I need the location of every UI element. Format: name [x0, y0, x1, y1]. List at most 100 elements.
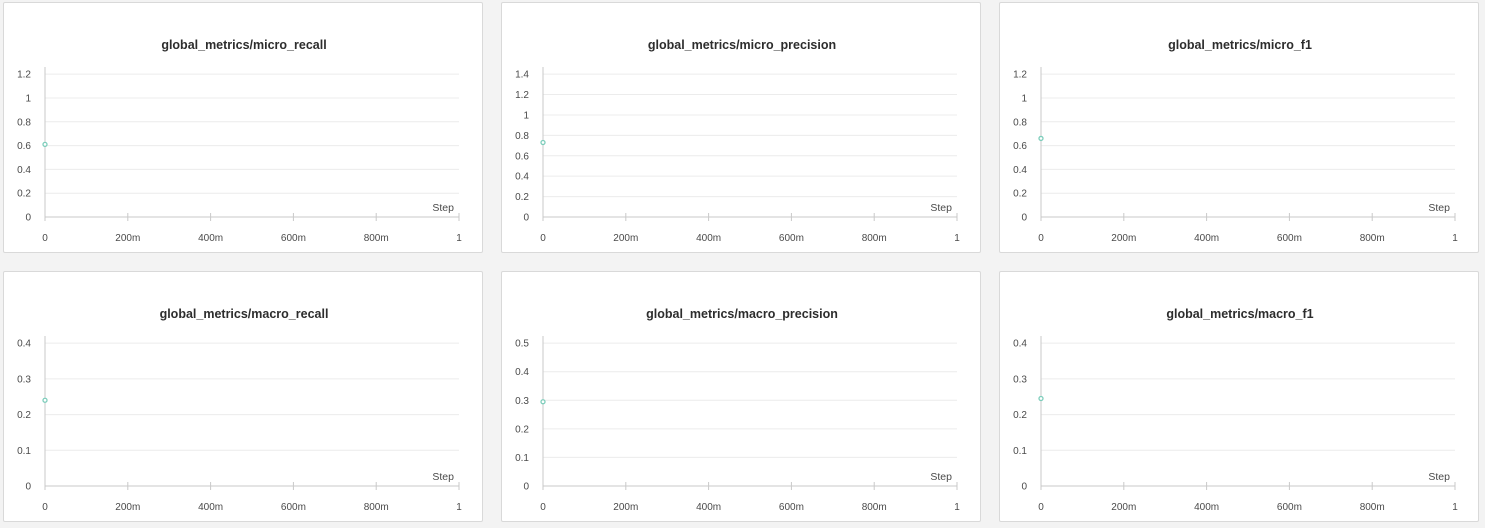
x-tick-label: 400m [696, 233, 721, 244]
x-tick-label: 800m [862, 233, 887, 244]
y-tick-label: 1 [1021, 93, 1027, 104]
x-tick-label: 200m [1111, 502, 1136, 513]
x-tick-label: 0 [1038, 233, 1044, 244]
y-tick-label: 1 [523, 110, 529, 121]
y-tick-label: 1.2 [1013, 70, 1027, 81]
x-axis-label: Step [432, 471, 454, 483]
chart-title: global_metrics/micro_f1 [1168, 38, 1312, 52]
x-tick-label: 0 [42, 233, 48, 244]
x-tick-label: 1 [456, 233, 462, 244]
data-point[interactable] [42, 397, 48, 403]
chart-title: global_metrics/macro_recall [160, 307, 329, 321]
y-tick-label: 0.2 [1013, 189, 1027, 200]
y-tick-label: 0.6 [1013, 141, 1027, 152]
data-point[interactable] [42, 141, 48, 148]
chart-svg-micro-recall: global_metrics/micro_recall 0 0.2 0.4 0.6 0.8… [17, 38, 462, 244]
x-tick-label: 1 [1452, 233, 1458, 244]
x-tick-label: 600m [1277, 502, 1302, 513]
x-tick-label: 400m [696, 502, 721, 513]
y-tick-label: 0.8 [515, 131, 529, 142]
x-tick-label: 400m [1194, 502, 1219, 513]
chart-svg-macro-f1: global_metrics/macro_f1 0 0.1 0.2 0.3 0.4 0 200… [1013, 307, 1458, 513]
data-point[interactable] [540, 139, 546, 146]
y-tick-label: 0 [523, 213, 529, 224]
x-axis-label: Step [432, 202, 454, 214]
x-tick-label: 200m [613, 233, 638, 244]
y-tick-label: 0.3 [17, 374, 31, 385]
y-tick-label: 0.1 [515, 453, 529, 464]
x-tick-label: 800m [1360, 233, 1385, 244]
y-tick-label: 0 [25, 482, 31, 493]
chart-panel-micro-f1[interactable]: global_metrics/micro_f1 0 0.2 0.4 0.6 0.8 1 1.2… [999, 2, 1479, 253]
x-tick-label: 1 [456, 502, 462, 513]
y-tick-label: 0.4 [515, 172, 529, 183]
y-tick-label: 0.6 [17, 141, 31, 152]
y-tick-label: 0.2 [1013, 410, 1027, 421]
x-tick-label: 400m [198, 233, 223, 244]
y-tick-label: 0 [1021, 482, 1027, 493]
y-tick-label: 0.4 [1013, 165, 1027, 176]
y-tick-label: 0 [523, 482, 529, 493]
x-tick-label: 600m [779, 233, 804, 244]
chart-svg-micro-f1: global_metrics/micro_f1 0 0.2 0.4 0.6 0.8 1 1.2… [1013, 38, 1458, 244]
x-tick-label: 1 [1452, 502, 1458, 513]
x-axis-label: Step [1428, 471, 1450, 483]
x-tick-label: 600m [281, 502, 306, 513]
y-tick-label: 0.5 [515, 339, 529, 350]
chart-svg-micro-precision: global_metrics/micro_precision 0 0.2 0.4 0.6… [515, 38, 960, 244]
y-tick-label: 0.4 [1013, 339, 1027, 350]
y-tick-label: 0.8 [1013, 117, 1027, 128]
chart-title: global_metrics/macro_precision [646, 307, 838, 321]
x-tick-label: 400m [1194, 233, 1219, 244]
y-tick-label: 0.4 [515, 367, 529, 378]
data-point[interactable] [1038, 135, 1044, 142]
x-tick-label: 0 [540, 233, 546, 244]
y-tick-label: 1.4 [515, 70, 529, 81]
chart-panel-macro-precision[interactable]: global_metrics/macro_precision 0 0.1 0.2 0.3… [501, 271, 981, 522]
y-tick-label: 0.4 [17, 339, 31, 350]
y-tick-label: 1.2 [17, 70, 31, 81]
y-tick-label: 0.1 [17, 446, 31, 457]
data-point[interactable] [1038, 395, 1044, 402]
x-tick-label: 600m [779, 502, 804, 513]
x-tick-label: 800m [1360, 502, 1385, 513]
y-tick-label: 0.8 [17, 117, 31, 128]
y-tick-label: 1.2 [515, 90, 529, 101]
y-tick-label: 0.2 [17, 189, 31, 200]
x-tick-label: 200m [115, 502, 140, 513]
x-tick-label: 400m [198, 502, 223, 513]
x-axis-label: Step [930, 202, 952, 214]
chart-title: global_metrics/micro_precision [648, 38, 836, 52]
data-point[interactable] [540, 399, 546, 405]
y-tick-label: 0.3 [1013, 374, 1027, 385]
x-tick-label: 200m [613, 502, 638, 513]
x-tick-label: 800m [862, 502, 887, 513]
chart-panel-micro-precision[interactable]: global_metrics/micro_precision 0 0.2 0.4 0.6… [501, 2, 981, 253]
chart-panel-macro-recall[interactable]: global_metrics/macro_recall 0 0.1 0.2 0.3 0.4… [3, 271, 483, 522]
x-tick-label: 0 [1038, 502, 1044, 513]
x-tick-label: 1 [954, 233, 960, 244]
y-tick-label: 0.6 [515, 151, 529, 162]
chart-title: global_metrics/micro_recall [161, 38, 326, 52]
chart-panel-micro-recall[interactable]: global_metrics/micro_recall 0 0.2 0.4 0.6 0.8… [3, 2, 483, 253]
y-tick-label: 0.2 [515, 192, 529, 203]
y-tick-label: 0.3 [515, 396, 529, 407]
x-tick-label: 800m [364, 502, 389, 513]
x-tick-label: 600m [1277, 233, 1302, 244]
x-axis-label: Step [1428, 202, 1450, 214]
y-tick-label: 0.2 [17, 410, 31, 421]
y-tick-label: 0.2 [515, 424, 529, 435]
y-tick-label: 0.1 [1013, 446, 1027, 457]
y-tick-label: 0 [25, 213, 31, 224]
x-tick-label: 600m [281, 233, 306, 244]
x-tick-label: 200m [1111, 233, 1136, 244]
x-tick-label: 800m [364, 233, 389, 244]
x-axis-label: Step [930, 471, 952, 483]
x-tick-label: 200m [115, 233, 140, 244]
x-tick-label: 1 [954, 502, 960, 513]
y-tick-label: 1 [25, 93, 31, 104]
y-tick-label: 0 [1021, 213, 1027, 224]
chart-panel-macro-f1[interactable]: global_metrics/macro_f1 0 0.1 0.2 0.3 0.4 0 200… [999, 271, 1479, 522]
y-tick-label: 0.4 [17, 165, 31, 176]
chart-title: global_metrics/macro_f1 [1166, 307, 1313, 321]
